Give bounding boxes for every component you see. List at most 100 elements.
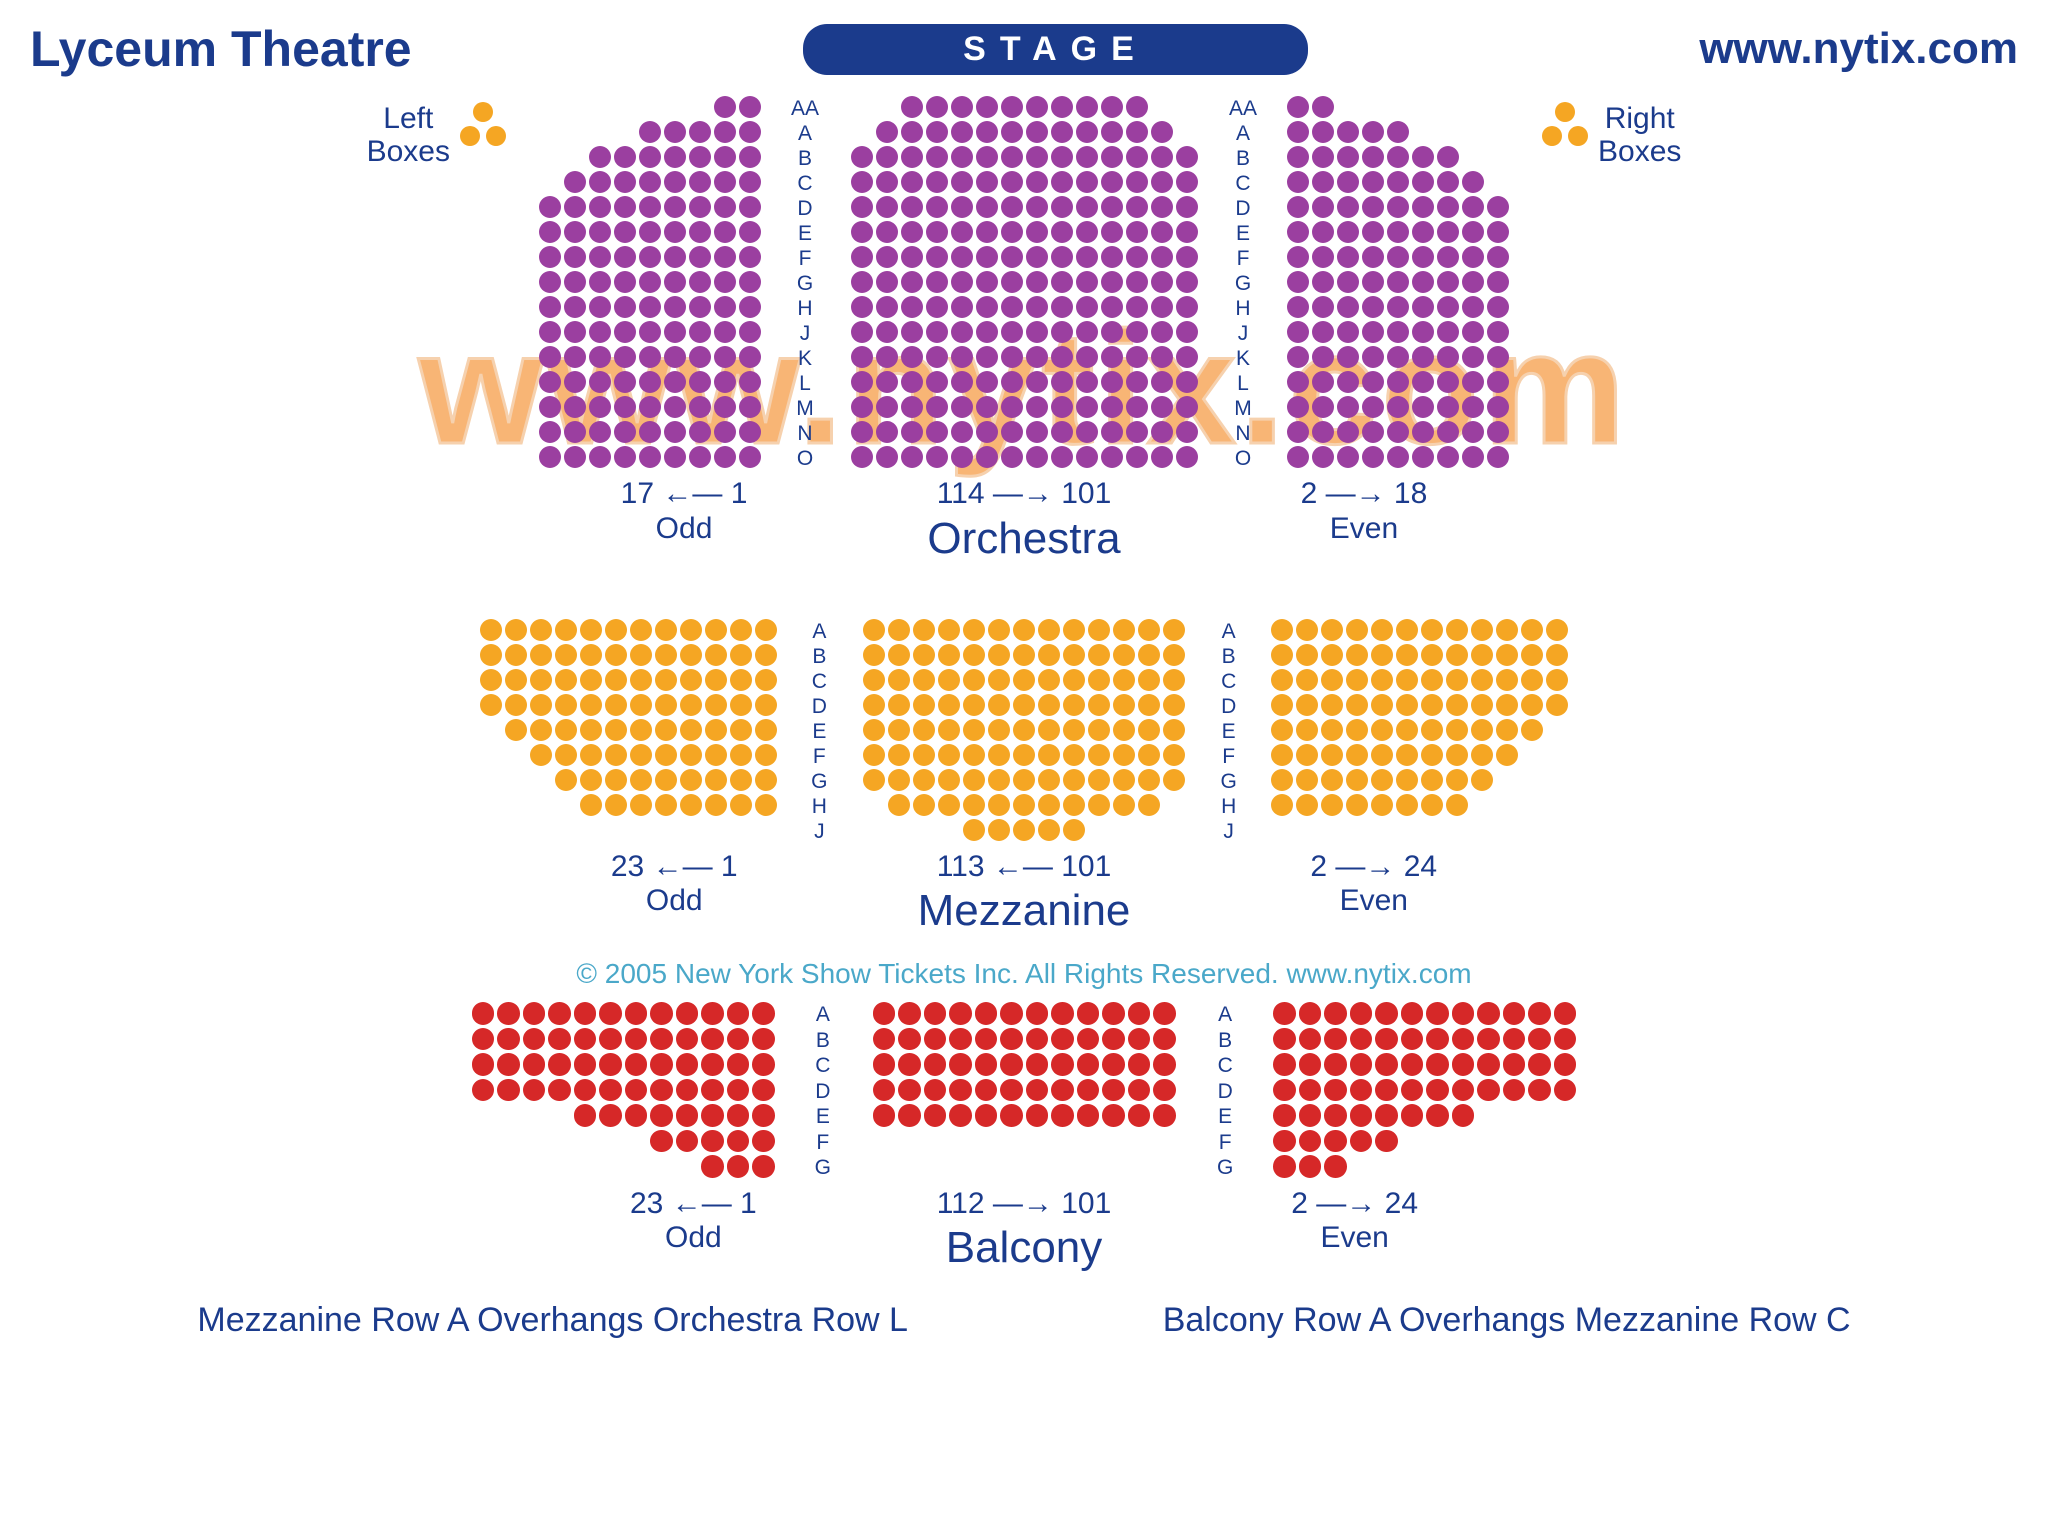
seat — [664, 121, 686, 143]
seat — [1063, 769, 1085, 791]
seat — [1163, 644, 1185, 666]
seat — [873, 1104, 896, 1127]
seat — [1101, 321, 1123, 343]
seat — [1452, 1002, 1475, 1025]
seat — [988, 619, 1010, 641]
seat — [1176, 171, 1198, 193]
seat — [1337, 221, 1359, 243]
seat — [1426, 1104, 1449, 1127]
seat — [1126, 96, 1148, 118]
seat — [539, 221, 561, 243]
balcony-row-labels-left: ABCDEFG — [815, 1002, 831, 1181]
seat — [714, 246, 736, 268]
seat — [1038, 694, 1060, 716]
seat — [1000, 1104, 1023, 1127]
seat — [876, 246, 898, 268]
seat — [1076, 271, 1098, 293]
seat — [530, 719, 552, 741]
seat — [1324, 1079, 1347, 1102]
seat — [752, 1155, 775, 1178]
seat — [1296, 669, 1318, 691]
seat — [664, 396, 686, 418]
seat — [1446, 669, 1468, 691]
seat — [876, 221, 898, 243]
seat — [901, 246, 923, 268]
seat — [1126, 321, 1148, 343]
seat — [676, 1028, 699, 1051]
seat — [1462, 246, 1484, 268]
seat — [976, 296, 998, 318]
seat — [951, 171, 973, 193]
seat — [599, 1028, 622, 1051]
seat — [1496, 644, 1518, 666]
seat — [497, 1053, 520, 1076]
seat — [1151, 396, 1173, 418]
seat — [505, 719, 527, 741]
seat — [630, 794, 652, 816]
left-box-seats — [460, 102, 506, 146]
seat — [876, 296, 898, 318]
seat — [876, 196, 898, 218]
seat — [1001, 121, 1023, 143]
seat — [1126, 196, 1148, 218]
seat — [497, 1002, 520, 1025]
seat — [630, 644, 652, 666]
seat — [1521, 619, 1543, 641]
seat — [1076, 146, 1098, 168]
overhang-left: Mezzanine Row A Overhangs Orchestra Row … — [197, 1301, 908, 1340]
seat — [1471, 669, 1493, 691]
seat — [530, 619, 552, 641]
row-label: A — [812, 619, 826, 644]
seat — [714, 296, 736, 318]
seat — [689, 271, 711, 293]
seat — [1471, 744, 1493, 766]
seat — [1387, 321, 1409, 343]
seat — [1101, 296, 1123, 318]
seat — [655, 619, 677, 641]
seat — [1128, 1053, 1151, 1076]
seat — [888, 644, 910, 666]
seat — [1312, 96, 1334, 118]
seat — [1001, 171, 1023, 193]
seat — [1412, 246, 1434, 268]
seat — [1396, 694, 1418, 716]
seat — [639, 346, 661, 368]
seat — [589, 296, 611, 318]
row-label: O — [797, 446, 813, 471]
orchestra-row-labels-right: AAABCDEFGHJKLMNO — [1229, 96, 1257, 471]
seat — [1163, 669, 1185, 691]
seat — [639, 421, 661, 443]
seat — [523, 1002, 546, 1025]
seat — [605, 744, 627, 766]
seat — [639, 271, 661, 293]
seat — [705, 694, 727, 716]
seat — [1387, 396, 1409, 418]
seat — [755, 644, 777, 666]
seat — [1396, 719, 1418, 741]
seat — [901, 446, 923, 468]
seat — [1026, 1104, 1049, 1127]
seat — [1051, 1002, 1074, 1025]
seat — [1001, 396, 1023, 418]
seat — [1296, 769, 1318, 791]
seat — [1176, 346, 1198, 368]
row-label: F — [1237, 246, 1250, 271]
seat — [714, 371, 736, 393]
mezzanine-center-numbering: 113 ←— 101 — [918, 850, 1131, 885]
seat — [472, 1002, 495, 1025]
seat — [1462, 196, 1484, 218]
seat — [951, 271, 973, 293]
seat — [1176, 421, 1198, 443]
orchestra-row-labels-left: AAABCDEFGHJKLMNO — [791, 96, 819, 471]
seat — [1437, 321, 1459, 343]
seat — [1126, 121, 1148, 143]
seat — [1487, 296, 1509, 318]
seat — [926, 96, 948, 118]
seat — [963, 794, 985, 816]
seat — [714, 221, 736, 243]
seat — [727, 1002, 750, 1025]
seat — [472, 1053, 495, 1076]
seat — [1126, 271, 1148, 293]
seat — [1312, 196, 1334, 218]
seat — [1026, 1053, 1049, 1076]
